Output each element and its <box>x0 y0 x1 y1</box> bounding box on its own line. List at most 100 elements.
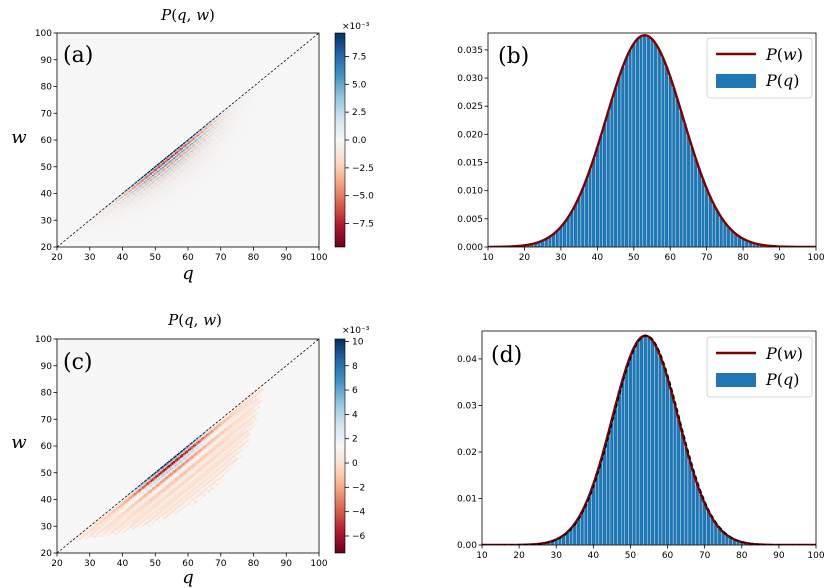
heatmap-cell-a <box>189 157 192 159</box>
heatmap-cell-c <box>102 527 105 529</box>
heatmap-cell-a <box>143 194 146 197</box>
heatmap-cell-a <box>225 145 228 147</box>
heatmap-cell-a <box>191 205 193 207</box>
heatmap-cell-a <box>163 206 166 209</box>
heatmap-cell-a <box>228 133 231 135</box>
heatmap-cell-a <box>130 220 133 222</box>
heatmap-cell-a <box>171 166 174 169</box>
heatmap-cell-a <box>233 164 236 166</box>
heatmap-cell-a <box>189 200 192 202</box>
heatmap-cell-c <box>127 502 130 504</box>
heatmap-cell-a <box>168 164 171 166</box>
heatmap-cell-a <box>173 192 175 194</box>
heatmap-cell-a <box>183 212 185 214</box>
heatmap-cell-a <box>111 209 113 211</box>
heatmap-cell-a <box>91 222 94 225</box>
heatmap-cell-a <box>166 181 169 183</box>
heatmap-cell-c <box>106 519 108 521</box>
heatmap-cell-a <box>79 240 82 242</box>
heatmap-cell-a <box>153 192 156 194</box>
heatmap-cell-a <box>242 133 244 135</box>
heatmap-cell-a <box>94 214 97 217</box>
heatmap-cell-a <box>199 140 202 142</box>
heatmap-cell-a <box>191 189 193 191</box>
heatmap-cell-a <box>119 216 121 218</box>
heatmap-cell-a <box>250 125 252 127</box>
heatmap-cell-a <box>150 204 153 206</box>
heatmap-cell-a <box>214 130 216 133</box>
heatmap-cell-a <box>88 226 90 229</box>
heatmap-cell-a <box>228 150 231 153</box>
heatmap-cell-a <box>140 214 143 217</box>
heatmap-cell-a <box>171 172 174 174</box>
heatmap-cell-a <box>232 152 234 154</box>
heatmap-cell-a <box>93 220 95 222</box>
heatmap-cell-a <box>75 241 77 244</box>
heatmap-cell-c <box>107 520 110 523</box>
heatmap-cell-a <box>233 152 236 154</box>
heatmap-cell-a <box>227 121 230 123</box>
heatmap-cell-c <box>89 534 92 536</box>
heatmap-cell-a <box>169 182 172 185</box>
heatmap-cell-a <box>199 168 202 170</box>
heatmap-cell-a <box>109 234 112 237</box>
heatmap-cell-a <box>228 125 231 127</box>
heatmap-cell-a <box>140 178 143 181</box>
heatmap-cell-a <box>192 156 195 158</box>
heatmap-cell-a <box>171 190 174 193</box>
heatmap-cell-a <box>161 181 164 183</box>
histogram-bar-b <box>675 99 680 247</box>
heatmap-cell-a <box>225 160 228 162</box>
heatmap-cell-a <box>237 158 239 161</box>
heatmap-cell-c <box>124 526 126 528</box>
heatmap-cell-a <box>194 160 197 162</box>
heatmap-cell-c <box>120 499 123 501</box>
heatmap-cell-a <box>210 164 213 166</box>
heatmap-cell-a <box>230 165 233 167</box>
heatmap-cell-a <box>173 198 175 201</box>
heatmap-cell-a <box>184 166 187 169</box>
heatmap-cell-a <box>112 224 115 226</box>
heatmap-cell-a <box>201 134 203 137</box>
heatmap-cell-c <box>99 522 102 524</box>
heatmap-cell-a <box>220 125 223 127</box>
heatmap-cell-a <box>194 177 197 179</box>
heatmap-cell-a <box>135 220 138 222</box>
heatmap-cell-a <box>89 234 92 237</box>
heatmap-cell-a <box>106 221 108 223</box>
heatmap-cell-c <box>102 532 105 535</box>
heatmap-cell-a <box>238 98 241 100</box>
heatmap-cell-a <box>156 170 159 173</box>
heatmap-cell-a <box>194 148 197 150</box>
heatmap-cell-a <box>246 129 249 131</box>
heatmap-cell-a <box>191 178 193 181</box>
heatmap-cell-a <box>186 150 189 153</box>
heatmap-cell-a <box>178 158 180 161</box>
heatmap-cell-a <box>171 177 174 179</box>
heatmap-cell-a <box>97 220 100 222</box>
heatmap-cell-a <box>206 190 208 193</box>
heatmap-cell-c <box>122 506 125 508</box>
heatmap-cell-a <box>201 189 203 191</box>
heatmap-cell-a <box>168 161 171 163</box>
heatmap-cell-a <box>264 82 267 84</box>
heatmap-cell-a <box>158 164 161 166</box>
heatmap-cell-a <box>112 204 115 206</box>
heatmap-cell-a <box>179 154 182 157</box>
heatmap-cell-a <box>156 176 159 178</box>
heatmap-cell-a <box>250 144 252 146</box>
heatmap-cell-a <box>222 169 225 171</box>
heatmap-cell-a <box>138 200 141 202</box>
heatmap-cell-a <box>115 213 118 215</box>
heatmap-cell-a <box>161 209 164 211</box>
heatmap-cell-c <box>101 519 103 521</box>
heatmap-cell-a <box>188 200 190 202</box>
heatmap-cell-a <box>188 162 190 165</box>
heatmap-cell-a <box>201 164 203 166</box>
heatmap-cell-c <box>117 507 120 509</box>
heatmap-cell-a <box>143 226 146 229</box>
heatmap-cell-a <box>258 111 261 114</box>
histogram-bar-b <box>631 43 636 247</box>
heatmap-cell-a <box>263 86 266 88</box>
heatmap-cell-a <box>117 224 120 226</box>
